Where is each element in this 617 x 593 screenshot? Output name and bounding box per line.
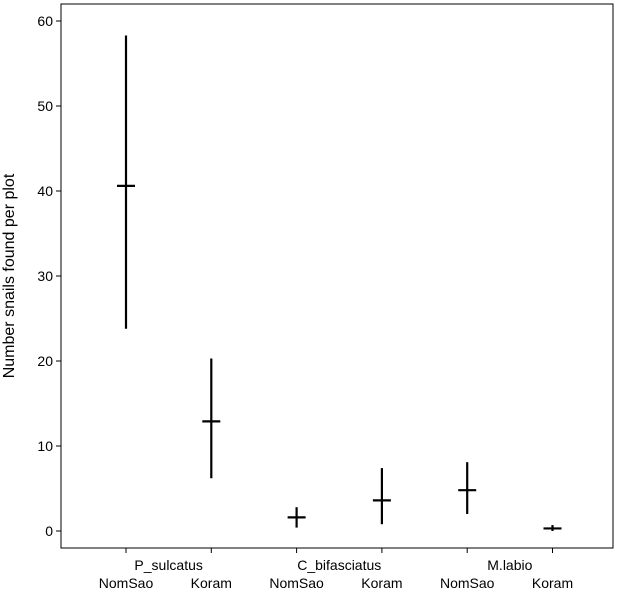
x-site-label-0: NomSao bbox=[99, 575, 154, 591]
chart-marks bbox=[117, 35, 562, 531]
y-tick-label-6: 60 bbox=[37, 13, 53, 29]
y-tick-label-4: 40 bbox=[37, 183, 53, 199]
x-group-label-0: P_sulcatus bbox=[134, 557, 202, 573]
y-axis: 0 10 20 30 40 50 60 bbox=[37, 13, 61, 539]
x-axis: NomSao Koram NomSao Koram NomSao Koram P_sulca… bbox=[99, 548, 573, 591]
x-group-label-1: C_bifasciatus bbox=[297, 557, 381, 573]
x-site-label-5: Koram bbox=[532, 575, 573, 591]
y-axis-title: Number snails found per plot bbox=[1, 173, 18, 378]
y-tick-label-0: 0 bbox=[45, 523, 53, 539]
x-site-label-2: NomSao bbox=[269, 575, 324, 591]
x-site-label-3: Koram bbox=[361, 575, 402, 591]
x-site-label-4: NomSao bbox=[440, 575, 495, 591]
x-site-label-1: Koram bbox=[191, 575, 232, 591]
y-tick-label-2: 20 bbox=[37, 353, 53, 369]
x-group-label-2: M.labio bbox=[487, 557, 532, 573]
y-tick-label-5: 50 bbox=[37, 98, 53, 114]
y-tick-label-3: 30 bbox=[37, 268, 53, 284]
y-tick-label-1: 10 bbox=[37, 438, 53, 454]
